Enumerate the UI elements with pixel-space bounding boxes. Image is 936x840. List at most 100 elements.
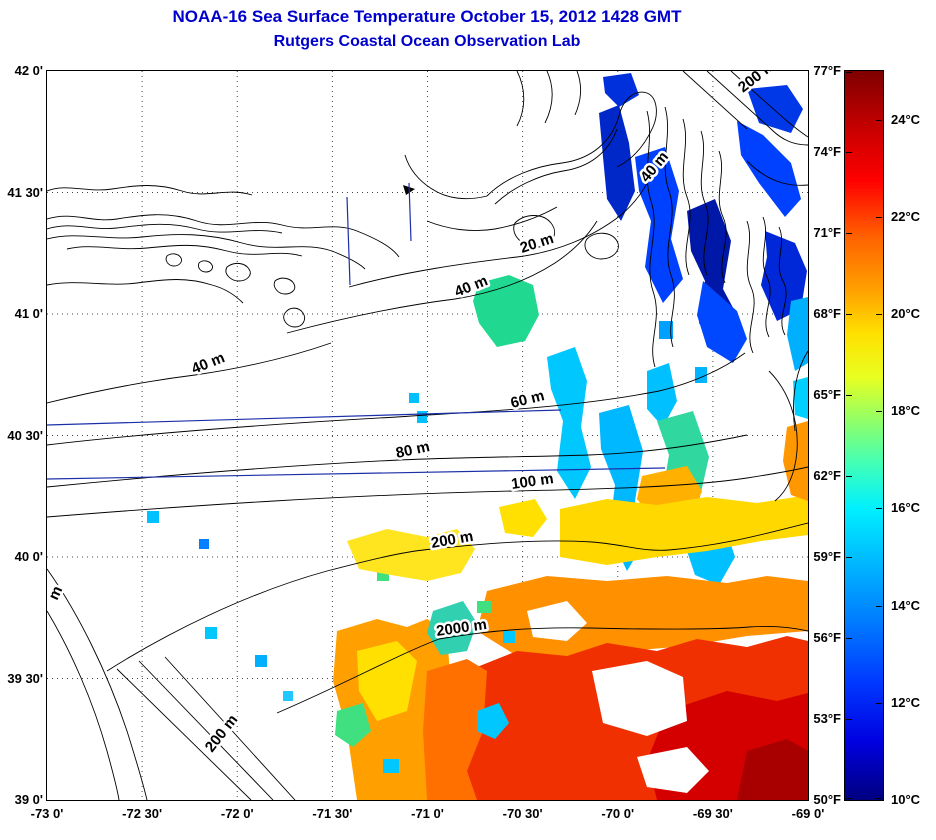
lon-tick-label: -70 30' [502, 806, 543, 821]
contour-line [494, 128, 618, 205]
sst-patch [560, 495, 808, 565]
contour-line [768, 370, 798, 502]
sst-patch [199, 539, 209, 549]
sst-patch [409, 393, 419, 403]
lon-tick-label: -69 30' [692, 806, 733, 821]
contour-line [718, 150, 727, 284]
colorbar-fahrenheit-label: 62°F [813, 468, 841, 483]
contour-line [513, 215, 555, 248]
colorbar-tick [876, 702, 882, 704]
sst-patch [423, 659, 487, 800]
sst-patch [697, 281, 747, 363]
colorbar-gradient [844, 70, 884, 801]
lat-tick-label: 41 30' [7, 184, 43, 200]
contour-depth-label: 20 m [518, 230, 556, 257]
contour-line [286, 220, 598, 334]
sst-patch [747, 85, 803, 133]
contour-depth-label: 60 m [509, 387, 546, 412]
sst-patch [635, 147, 683, 303]
contour-line [793, 350, 808, 432]
colorbar-tick [846, 638, 852, 639]
contour-line [348, 174, 652, 288]
sst-patch [357, 641, 417, 721]
lat-tick-label: 39 30' [7, 670, 43, 686]
contour-depth-label: 100 m [510, 470, 554, 493]
contour-line [106, 522, 808, 672]
contour-line [47, 568, 148, 800]
lon-tick-label: -72 0' [220, 806, 254, 821]
sst-patch [737, 121, 801, 217]
colorbar-tick [876, 798, 882, 799]
colorbar-fahrenheit-label: 74°F [813, 144, 841, 159]
colorbar-celsius-label: 18°C [891, 403, 921, 419]
colorbar-tick [846, 314, 852, 315]
sst-patch [787, 297, 808, 371]
colorbar-tick [846, 72, 852, 73]
colorbar-tick [876, 314, 882, 315]
colorbar-fahrenheit-label: 71°F [813, 225, 841, 240]
contour-line [138, 660, 274, 800]
colorbar-celsius-label: 22°C [891, 208, 921, 224]
lon-tick-label: -71 0' [411, 806, 444, 821]
contour-depth-label: 200 m [202, 711, 242, 755]
colorbar-fahrenheit-label: 77°F [813, 63, 841, 78]
colorbar-tick [846, 719, 852, 720]
sst-patch [592, 661, 687, 736]
contour-line [47, 214, 400, 258]
contour-line [778, 226, 787, 336]
sst-patch [205, 627, 217, 639]
sst-patch [793, 377, 808, 419]
lon-tick-label: -70 0' [601, 806, 635, 821]
lat-tick-label: 39 0' [14, 792, 43, 807]
lat-tick-label: 41 0' [14, 306, 43, 321]
colorbar-tick [876, 216, 882, 218]
contour-line [426, 206, 558, 231]
colorbar-fahrenheit-label: 59°F [813, 549, 841, 564]
lon-tick-label: -72 30' [122, 806, 163, 821]
contour-line [165, 253, 182, 267]
contour-line [47, 185, 253, 196]
transect-line [408, 182, 412, 242]
contour-line [283, 307, 306, 328]
colorbar-celsius-label: 24°C [891, 111, 921, 127]
lat-tick-label: 40 0' [14, 549, 43, 564]
contour-line [404, 154, 488, 200]
contour-line [516, 71, 525, 127]
contour-line [646, 110, 657, 368]
lon-tick-label: -71 30' [312, 806, 353, 821]
colorbar-tick [846, 233, 852, 234]
map-subtitle: Rutgers Coastal Ocean Observation Lab [273, 33, 581, 50]
colorbar-fahrenheit-label: 65°F [813, 387, 841, 402]
colorbar-fahrenheit-label: 53°F [813, 711, 841, 726]
sst-patch [659, 321, 673, 339]
colorbar-tick [876, 508, 882, 510]
sst-patch [637, 747, 709, 793]
sst-patch [599, 105, 635, 221]
contour-line [746, 160, 808, 186]
contour-line [47, 610, 120, 800]
colorbar-celsius-label: 12°C [891, 694, 921, 710]
colorbar-tick [846, 798, 852, 799]
sst-patch [503, 631, 515, 643]
colorbar-fahrenheit-label: 50°F [813, 792, 841, 807]
colorbar-fahrenheit-label: 68°F [813, 306, 841, 321]
contour-line [574, 71, 582, 116]
contour-line [664, 106, 675, 348]
contour-line [47, 223, 283, 234]
sst-patch [761, 231, 807, 321]
map-title: NOAA-16 Sea Surface Temperature October … [172, 7, 682, 26]
contour-line [47, 279, 244, 304]
sst-field [147, 73, 808, 800]
contour-line [225, 262, 251, 282]
sst-patch [283, 691, 293, 701]
colorbar-tick [876, 411, 882, 413]
contour-line [700, 130, 709, 276]
contour-line [730, 71, 808, 138]
transect-line [47, 467, 666, 480]
sst-patch [473, 275, 539, 347]
sst-patch [647, 363, 677, 427]
contour-line [486, 91, 657, 197]
